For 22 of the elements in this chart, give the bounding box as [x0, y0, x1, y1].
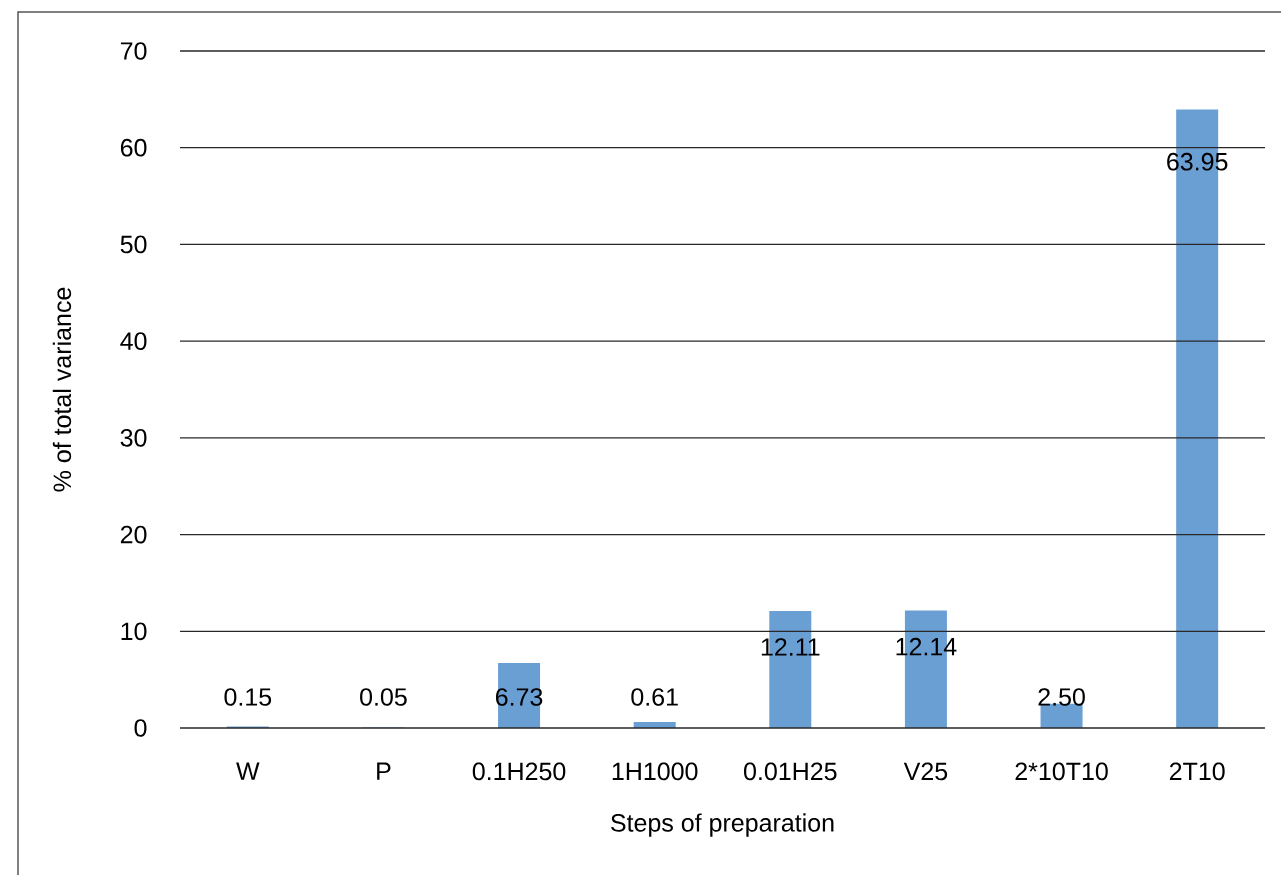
x-tick-label: P — [377, 762, 391, 780]
x-tick-label: V25 — [903, 762, 948, 781]
x-tick-label: W — [236, 762, 260, 780]
data-label: 0.05 — [360, 688, 407, 706]
data-label: 2.50 — [1038, 688, 1085, 706]
y-tick-label: 20 — [120, 525, 147, 544]
data-label: 0.61 — [631, 688, 678, 706]
x-tick-label: 1H1000 — [612, 762, 698, 781]
y-tick-label: 30 — [120, 429, 147, 447]
y-tick-label: 60 — [120, 138, 147, 157]
x-tick-label: 0.1H250 — [472, 762, 566, 781]
x-tick-label: 2*10T10 — [1015, 762, 1108, 781]
y-tick-label: 40 — [120, 332, 147, 350]
data-label: 0.15 — [224, 688, 272, 706]
x-axis-title: Steps of preparation — [611, 813, 834, 837]
y-tick-label: 0 — [134, 719, 147, 737]
x-tick-label: 2T10 — [1169, 762, 1225, 781]
y-axis-title: % of total variance — [52, 287, 72, 492]
y-tick-label: 70 — [120, 42, 147, 60]
x-tick-label: 0.01H25 — [744, 762, 837, 781]
y-tick-label: 10 — [121, 622, 147, 641]
y-tick-label: 50 — [120, 235, 147, 254]
